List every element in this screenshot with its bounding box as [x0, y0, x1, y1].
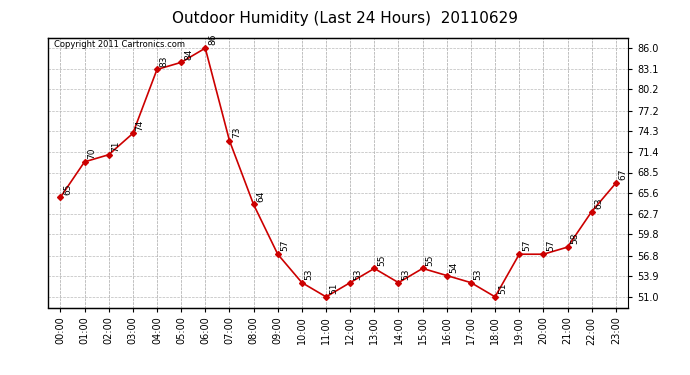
Text: Outdoor Humidity (Last 24 Hours)  20110629: Outdoor Humidity (Last 24 Hours) 2011062…: [172, 11, 518, 26]
Text: 51: 51: [498, 283, 507, 294]
Text: 84: 84: [184, 48, 193, 60]
Text: 83: 83: [160, 55, 169, 67]
Text: 53: 53: [474, 268, 483, 280]
Text: 86: 86: [208, 34, 217, 45]
Text: Copyright 2011 Cartronics.com: Copyright 2011 Cartronics.com: [54, 40, 185, 49]
Text: 73: 73: [233, 126, 241, 138]
Text: 63: 63: [595, 197, 604, 209]
Text: 67: 67: [619, 169, 628, 180]
Text: 58: 58: [571, 233, 580, 244]
Text: 55: 55: [426, 254, 435, 266]
Text: 57: 57: [522, 240, 531, 251]
Text: 57: 57: [546, 240, 555, 251]
Text: 53: 53: [305, 268, 314, 280]
Text: 53: 53: [402, 268, 411, 280]
Text: 64: 64: [257, 190, 266, 202]
Text: 70: 70: [88, 148, 97, 159]
Text: 51: 51: [329, 283, 338, 294]
Text: 74: 74: [136, 119, 145, 130]
Text: 71: 71: [112, 141, 121, 152]
Text: 55: 55: [377, 254, 386, 266]
Text: 57: 57: [281, 240, 290, 251]
Text: 54: 54: [450, 261, 459, 273]
Text: 53: 53: [353, 268, 362, 280]
Text: 65: 65: [63, 183, 72, 195]
